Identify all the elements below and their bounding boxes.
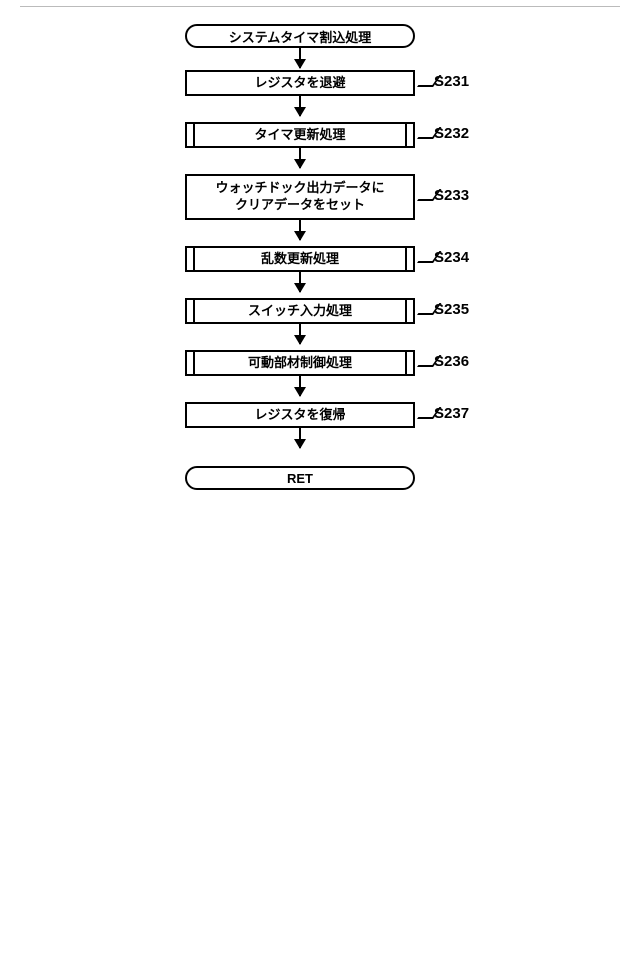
step-S233: ウォッチドック出力データに クリアデータをセット <box>185 174 415 220</box>
arrow <box>299 148 301 168</box>
leader-tick <box>417 189 431 199</box>
arrow <box>299 324 301 344</box>
page-divider <box>20 6 620 7</box>
leader-tick <box>417 251 431 261</box>
step-S232: タイマ更新処理 <box>185 122 415 148</box>
step-label-S234: S234 <box>434 249 469 266</box>
flowchart-canvas: システムタイマ割込処理 レジスタを退避 S231 タイマ更新処理 S232 ウォッチドッ… <box>0 0 640 965</box>
leader-tick <box>417 355 431 365</box>
terminal-start-label: システムタイマ割込処理 <box>229 27 372 46</box>
step-label-S236: S236 <box>434 353 469 370</box>
step-text: タイマ更新処理 <box>254 127 345 144</box>
step-text: 乱数更新処理 <box>261 251 339 268</box>
step-S231: レジスタを退避 <box>185 70 415 96</box>
leader-tick <box>417 75 431 85</box>
leader-tick <box>417 407 431 417</box>
arrow <box>299 272 301 292</box>
step-text: ウォッチドック出力データに クリアデータをセット <box>215 180 384 214</box>
terminal-end-label: RET <box>287 471 313 486</box>
step-S237: レジスタを復帰 <box>185 402 415 428</box>
step-label-S231: S231 <box>434 73 469 90</box>
step-S234: 乱数更新処理 <box>185 246 415 272</box>
arrow <box>299 220 301 240</box>
step-text: レジスタを復帰 <box>254 407 345 424</box>
step-label-S237: S237 <box>434 405 469 422</box>
step-text: 可動部材制御処理 <box>248 355 352 372</box>
step-label-S235: S235 <box>434 301 469 318</box>
arrow <box>299 96 301 116</box>
step-label-S232: S232 <box>434 125 469 142</box>
arrow <box>299 376 301 396</box>
step-S236: 可動部材制御処理 <box>185 350 415 376</box>
step-text: レジスタを退避 <box>254 75 345 92</box>
arrow <box>299 428 301 448</box>
step-text: スイッチ入力処理 <box>248 303 352 320</box>
terminal-end: RET <box>185 466 415 490</box>
leader-tick <box>417 303 431 313</box>
terminal-start: システムタイマ割込処理 <box>185 24 415 48</box>
step-S235: スイッチ入力処理 <box>185 298 415 324</box>
leader-tick <box>417 127 431 137</box>
step-label-S233: S233 <box>434 187 469 204</box>
arrow <box>299 48 301 68</box>
